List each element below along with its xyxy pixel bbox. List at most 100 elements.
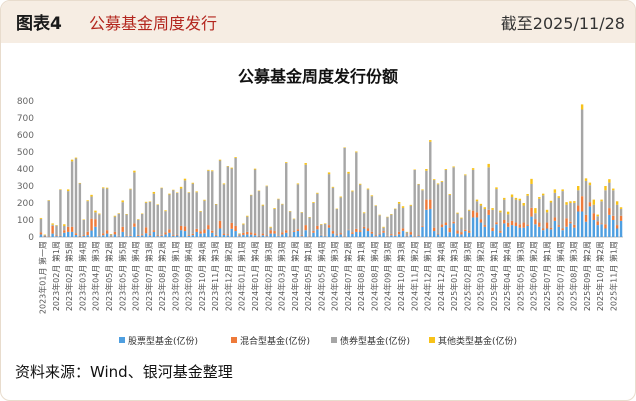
bar-segment-stock [343,236,346,237]
bar-segment-stock [327,227,331,237]
bar-segment-hybrid [292,231,296,232]
bar-segment-hybrid [257,235,261,237]
bar-segment-other [47,200,50,201]
x-tick-label: 2025年04月 第1周 [489,241,499,311]
bar-segment-other [230,167,233,169]
bar-segment-bond [545,212,549,223]
bar-segment-bond [59,189,62,236]
bar-segment-bond [102,188,105,234]
y-tick-label: 100 [17,216,34,226]
bar-segment-hybrid [456,230,459,234]
bar-segment-other [66,189,70,192]
bar-segment-stock [421,226,424,237]
bar-segment-hybrid [172,235,175,236]
bar-segment-bond [456,213,459,231]
bar-segment-hybrid [565,218,568,227]
bar-segment-bond [327,174,331,226]
bar-segment-bond [90,196,93,219]
bar-segment-hybrid [320,234,323,236]
bar-segment-stock [55,236,58,237]
bar-segment-hybrid [534,219,537,225]
bar-segment-bond [148,201,152,235]
bar-segment-stock [90,230,93,237]
bar-segment-other [596,214,599,217]
bar-segment-hybrid [522,222,525,228]
x-tick-label: 2023年08月 第2周 [157,241,167,311]
bar-segment-other [518,198,522,201]
y-tick-label: 500 [17,148,34,158]
bar-segment-bond [304,164,307,226]
bar-segment-stock [265,236,268,237]
y-tick-label: 800 [17,97,34,107]
bar-segment-stock [409,234,413,237]
bar-segment-stock [358,231,362,237]
bar-segment-bond [300,212,303,236]
bar-segment-other [479,203,483,206]
bar-segment-other [553,189,557,193]
bar-segment-hybrid [113,231,117,235]
bar-segment-bond [612,190,615,216]
bar-segment-bond [160,188,163,235]
bar-segment-other [506,211,510,215]
bar-segment-stock [479,222,483,237]
bar-segment-stock [464,231,467,237]
bar-segment-bond [425,170,428,200]
bar-segment-bond [584,180,588,215]
bar-segment-other [417,183,420,185]
bar-segment-hybrid [277,235,280,237]
bar-segment-bond [432,180,436,228]
bar-segment-hybrid [176,234,179,236]
bar-segment-bond [207,170,210,226]
x-tick-label: 2025年07月 第4周 [555,241,565,311]
bar-segment-hybrid [370,231,374,234]
bar-segment-stock [417,236,420,237]
bar-segment-other [300,212,303,213]
bar-segment-stock [234,231,237,237]
legend-swatch [429,337,435,343]
bar-segment-other [43,234,47,236]
bar-segment-other [499,210,502,213]
bar-segment-other [526,193,529,196]
bar-segment-hybrid [140,234,144,236]
bar-segment-stock [74,234,78,237]
bar-segment-stock [491,231,494,237]
bar-segment-other [619,207,623,209]
bar-segment-hybrid [362,226,366,229]
bar-segment-other [397,201,401,204]
bar-segment-hybrid [471,210,475,218]
bar-segment-stock [253,235,257,237]
bar-segment-hybrid [460,232,463,235]
bar-segment-bond [152,193,156,231]
bar-segment-other [214,204,218,205]
bar-segment-bond [211,171,214,231]
bar-segment-bond [74,158,78,234]
bar-segment-bond [378,215,381,234]
bar-segment-stock [316,229,319,237]
bar-segment-bond [421,190,424,226]
bar-segment-other [588,182,592,186]
bar-segment-bond [374,205,377,236]
bar-segment-bond [479,205,483,220]
bar-segment-other [320,224,323,225]
bar-segment-hybrid [86,231,89,236]
bar-segment-bond [43,234,47,236]
bar-segment-stock [530,216,533,237]
bar-segment-stock [514,225,518,237]
bar-segment-hybrid [452,221,455,224]
x-tick-label: 2025年07月 第1周 [542,241,552,311]
bar-segment-stock [440,227,444,237]
bar-segment-bond [226,166,230,235]
bar-segment-other [172,189,175,191]
figure-label: 图表4 [16,14,62,34]
bar-segment-bond [440,181,444,225]
x-tick-label: 2023年05月 第2周 [104,241,114,311]
bar-segment-stock [499,232,502,237]
bar-segment-hybrid [125,235,128,237]
bar-segment-bond [238,233,241,236]
bar-segment-other [176,192,179,193]
legend-swatch [331,337,337,343]
bar-segment-hybrid [211,230,214,233]
bar-segment-bond [580,109,584,197]
bar-segment-other [460,217,463,219]
bar-segment-other [545,209,549,213]
